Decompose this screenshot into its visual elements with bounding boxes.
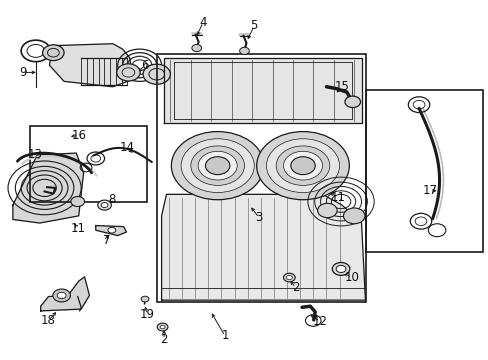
Circle shape [143, 64, 170, 84]
Polygon shape [163, 58, 361, 123]
Circle shape [101, 203, 108, 208]
Text: 7: 7 [103, 234, 110, 247]
Circle shape [343, 208, 364, 224]
Circle shape [53, 289, 70, 302]
Text: 18: 18 [41, 314, 56, 327]
Text: 1: 1 [221, 329, 228, 342]
Text: 2: 2 [291, 281, 299, 294]
Bar [157, 54, 366, 302]
Polygon shape [161, 194, 365, 300]
Text: 3: 3 [255, 211, 262, 224]
Circle shape [181, 139, 254, 193]
Circle shape [283, 151, 322, 180]
Bar [30, 126, 147, 202]
Circle shape [141, 296, 149, 302]
Circle shape [98, 200, 111, 210]
Circle shape [171, 132, 264, 200]
Circle shape [198, 151, 237, 180]
Circle shape [283, 273, 295, 282]
Circle shape [205, 157, 229, 175]
Circle shape [256, 132, 348, 200]
Circle shape [290, 157, 315, 175]
Bar [366, 90, 483, 252]
Circle shape [42, 45, 64, 60]
Text: 2: 2 [160, 333, 167, 346]
Text: 13: 13 [27, 148, 42, 161]
Circle shape [191, 44, 201, 51]
Circle shape [335, 265, 345, 273]
Circle shape [108, 227, 116, 233]
Text: 9: 9 [19, 66, 26, 79]
Polygon shape [13, 153, 83, 223]
Text: 4: 4 [199, 16, 206, 29]
Text: 19: 19 [139, 308, 154, 321]
Circle shape [286, 275, 292, 280]
Text: 11: 11 [70, 222, 85, 235]
Text: 8: 8 [108, 193, 115, 206]
Text: 5: 5 [250, 19, 257, 32]
Polygon shape [96, 226, 126, 235]
Circle shape [239, 47, 249, 54]
Circle shape [71, 197, 84, 207]
Circle shape [117, 64, 140, 81]
Polygon shape [49, 44, 132, 87]
Circle shape [331, 262, 349, 275]
Circle shape [276, 146, 329, 185]
Text: 6: 6 [141, 59, 148, 72]
Polygon shape [239, 34, 249, 36]
Circle shape [157, 323, 167, 331]
Text: 12: 12 [312, 315, 327, 328]
Circle shape [160, 325, 164, 329]
Text: 16: 16 [71, 129, 86, 142]
Text: 14: 14 [120, 141, 135, 154]
Text: 17: 17 [422, 184, 436, 197]
Circle shape [57, 292, 66, 299]
Text: 15: 15 [334, 80, 349, 93]
Text: 11: 11 [330, 192, 345, 204]
Polygon shape [41, 277, 89, 311]
Text: 10: 10 [344, 271, 359, 284]
Circle shape [266, 139, 339, 193]
Circle shape [344, 96, 360, 108]
Circle shape [190, 146, 244, 185]
Polygon shape [191, 33, 202, 35]
Circle shape [317, 203, 336, 218]
